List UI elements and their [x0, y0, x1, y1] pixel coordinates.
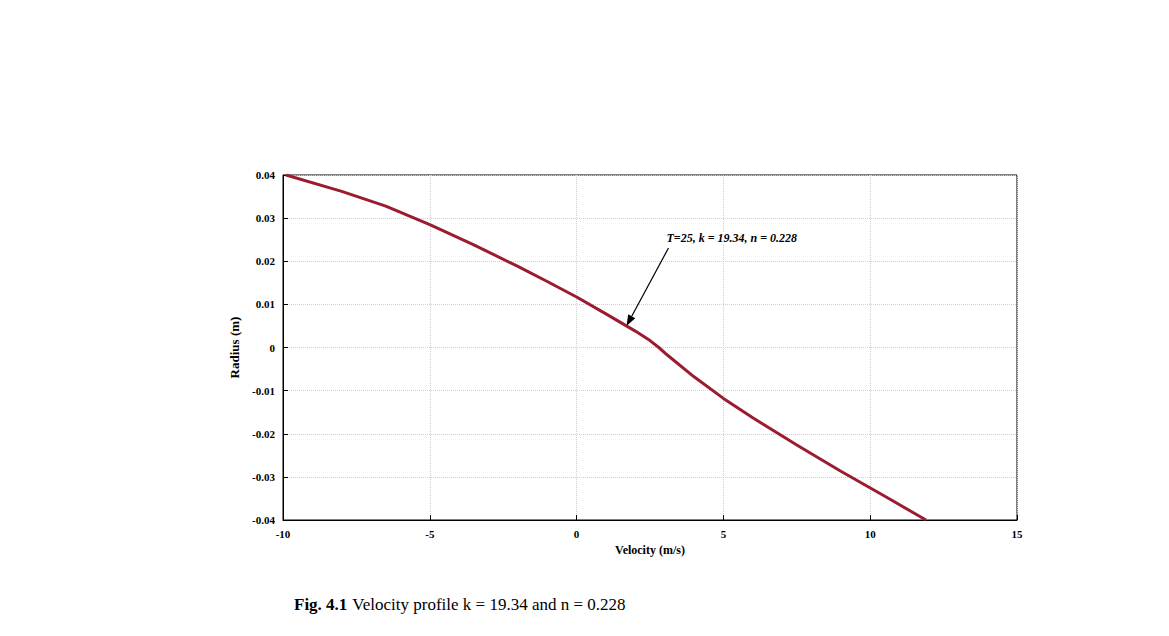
svg-text:5: 5 — [721, 528, 727, 540]
svg-text:0: 0 — [574, 528, 580, 540]
svg-text:0.04: 0.04 — [256, 169, 276, 181]
svg-text:0: 0 — [270, 342, 276, 354]
svg-text:-5: -5 — [425, 528, 435, 540]
svg-text:0.01: 0.01 — [256, 298, 275, 310]
svg-text:-10: -10 — [276, 528, 291, 540]
svg-text:0.03: 0.03 — [256, 212, 276, 224]
svg-text:Velocity profile k = 19.34 and: Velocity profile k = 19.34 and n = 0.228 — [352, 595, 625, 614]
svg-text:-0.03: -0.03 — [252, 471, 275, 483]
svg-text:15: 15 — [1012, 528, 1024, 540]
svg-text:Velocity (m/s): Velocity (m/s) — [615, 543, 685, 557]
svg-text:10: 10 — [865, 528, 877, 540]
svg-text:0.02: 0.02 — [256, 255, 276, 267]
svg-text:-0.04: -0.04 — [252, 514, 275, 526]
svg-text:-0.02: -0.02 — [252, 428, 275, 440]
svg-text:Radius (m): Radius (m) — [227, 317, 242, 379]
svg-text:-0.01: -0.01 — [252, 385, 275, 397]
svg-text:T=25, k = 19.34, n = 0.228: T=25, k = 19.34, n = 0.228 — [667, 231, 798, 245]
svg-text:Fig. 4.1: Fig. 4.1 — [294, 595, 347, 614]
